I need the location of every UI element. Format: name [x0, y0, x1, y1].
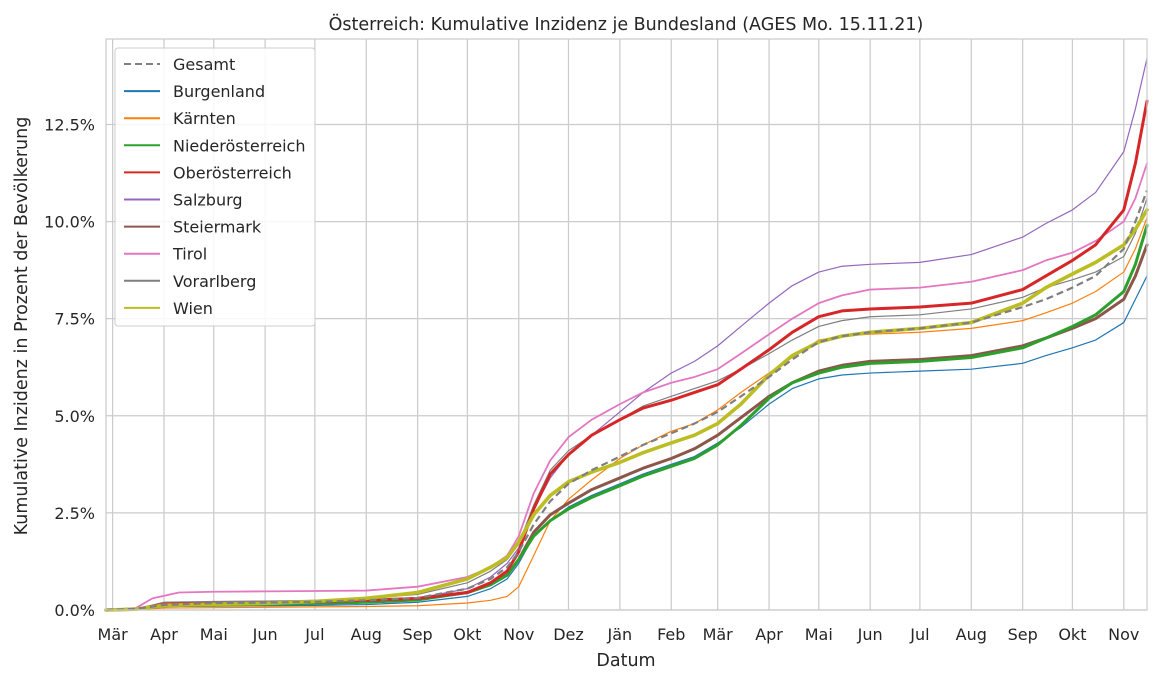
- series-group: [104, 57, 1149, 612]
- x-tick-label: Sep: [1008, 625, 1038, 644]
- x-axis-title: Datum: [596, 651, 655, 671]
- y-tick-label: 0.0%: [54, 601, 95, 620]
- series-line-burgenland: [105, 275, 1148, 611]
- series-line-tirol: [105, 162, 1148, 611]
- series-line-niederösterreich: [104, 223, 1149, 612]
- x-tick-label: Jul: [909, 625, 929, 644]
- x-tick-label: Jän: [607, 625, 633, 644]
- y-tick-label: 5.0%: [54, 407, 95, 426]
- legend-box: [114, 47, 316, 327]
- legend-label: Oberösterreich: [173, 163, 292, 182]
- x-tick-label: Mär: [98, 625, 129, 644]
- legend-label: Tirol: [172, 245, 207, 264]
- x-tick-label: Okt: [453, 625, 481, 644]
- x-tick-label: Mai: [805, 625, 833, 644]
- y-tick-label: 12.5%: [44, 115, 95, 134]
- series-line-gesamt: [105, 190, 1149, 612]
- y-tick-label: 2.5%: [54, 504, 95, 523]
- y-tick-label: 7.5%: [54, 310, 95, 329]
- x-tick-label: Jun: [252, 625, 278, 644]
- x-tick-label: Jun: [857, 625, 883, 644]
- x-tick-label: Sep: [403, 625, 433, 644]
- legend-label: Salzburg: [173, 191, 243, 210]
- legend-label: Gesamt: [173, 55, 235, 74]
- x-tick-label: Dez: [553, 625, 584, 644]
- y-tick-label: 10.0%: [44, 213, 95, 232]
- x-tick-label: Aug: [956, 625, 987, 644]
- x-tick-label: Aug: [351, 625, 382, 644]
- x-tick-label: Mai: [200, 625, 228, 644]
- x-tick-label: Apr: [755, 625, 783, 644]
- chart-title: Österreich: Kumulative Inzidenz je Bunde…: [329, 13, 924, 35]
- x-tick-label: Nov: [503, 625, 534, 644]
- legend-label: Niederösterreich: [173, 136, 305, 155]
- x-tick-label: Okt: [1058, 625, 1086, 644]
- legend-label: Vorarlberg: [173, 272, 256, 291]
- legend: Gesamt Burgenland Kärnten Niederösterreich O…: [114, 47, 316, 327]
- legend-label: Burgenland: [173, 82, 265, 101]
- x-tick-label: Jul: [304, 625, 324, 644]
- x-tick-label: Nov: [1108, 625, 1139, 644]
- x-tick-label: Apr: [150, 625, 178, 644]
- x-tick-label: Mär: [703, 625, 734, 644]
- legend-label: Wien: [173, 299, 213, 318]
- legend-label: Steiermark: [173, 218, 262, 237]
- tick-labels: Mär Apr Mai Jun Jul Aug Sep Okt Nov Dez Jän Feb Mär A…: [44, 115, 1139, 644]
- series-line-wien: [104, 208, 1149, 612]
- x-tick-label: Feb: [657, 625, 685, 644]
- series-line-kärnten: [105, 217, 1148, 611]
- plot-frame: [105, 38, 1148, 611]
- legend-label: Kärnten: [173, 109, 236, 128]
- y-axis-title: Kumulative Inzidenz in Prozent der Bevöl…: [12, 117, 32, 536]
